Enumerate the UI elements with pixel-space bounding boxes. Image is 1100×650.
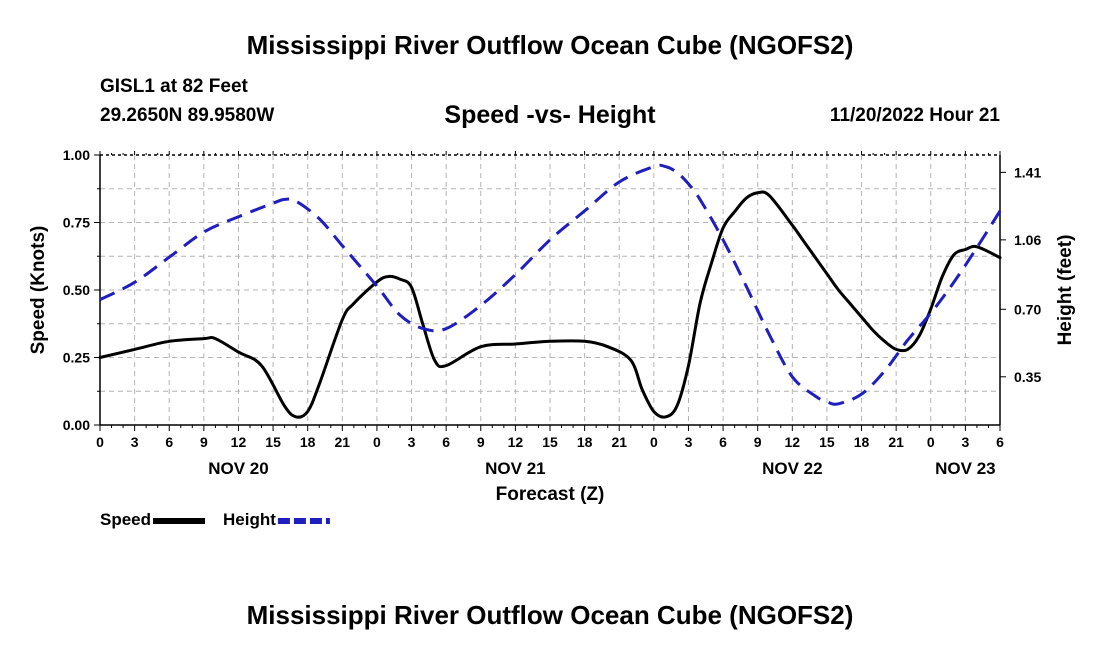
y-tick-label: 0.75 [63, 215, 90, 231]
forecast-datetime: 11/20/2022 Hour 21 [829, 105, 1000, 126]
x-tick-label: 9 [477, 434, 485, 450]
x-tick-label: 6 [165, 434, 173, 450]
y2-tick-label: 0.35 [1014, 369, 1041, 385]
x-tick-label: 6 [996, 434, 1004, 450]
station-coordinates: 29.2650N 89.9580W [100, 105, 275, 126]
y2-tick-label: 0.70 [1014, 301, 1041, 317]
date-label: NOV 20 [208, 459, 268, 478]
y-tick-label: 0.00 [63, 417, 90, 433]
x-tick-label: 0 [96, 434, 104, 450]
x-tick-label: 3 [408, 434, 416, 450]
x-tick-label: 15 [265, 434, 281, 450]
y-tick-label: 0.50 [63, 282, 90, 298]
second-chart-title: Mississippi River Outflow Ocean Cube (NG… [246, 600, 854, 630]
x-tick-label: 0 [373, 434, 381, 450]
y-tick-label: 0.25 [63, 350, 90, 366]
x-tick-label: 12 [231, 434, 247, 450]
x-tick-label: 12 [508, 434, 524, 450]
chart-title: Mississippi River Outflow Ocean Cube (NG… [246, 30, 854, 60]
chart-subtitle: Speed -vs- Height [444, 101, 656, 129]
x-tick-label: 18 [577, 434, 593, 450]
x-tick-label: 6 [442, 434, 450, 450]
x-tick-label: 15 [542, 434, 558, 450]
x-axis-title: Forecast (Z) [496, 484, 605, 505]
date-label: NOV 22 [762, 459, 822, 478]
legend-label-height: Height [223, 510, 276, 529]
x-tick-label: 21 [335, 434, 351, 450]
date-label: NOV 23 [935, 459, 995, 478]
x-tick-label: 21 [888, 434, 904, 450]
x-tick-label: 0 [650, 434, 658, 450]
x-tick-label: 0 [927, 434, 935, 450]
x-tick-label: 9 [754, 434, 762, 450]
station-name: GISL1 at 82 Feet [100, 76, 248, 97]
x-tick-label: 15 [819, 434, 835, 450]
x-tick-label: 12 [785, 434, 801, 450]
y2-tick-label: 1.06 [1014, 232, 1041, 248]
x-tick-label: 9 [200, 434, 208, 450]
y2-tick-label: 1.41 [1014, 164, 1041, 180]
legend-label-speed: Speed [100, 510, 151, 529]
y-axis-title: Speed (Knots) [28, 226, 49, 355]
x-tick-label: 6 [719, 434, 727, 450]
series-line-height [99, 163, 1002, 406]
x-tick-label: 21 [611, 434, 627, 450]
y-tick-label: 1.00 [63, 147, 90, 163]
y2-axis-title: Height (feet) [1055, 235, 1076, 346]
x-tick-label: 18 [854, 434, 870, 450]
date-label: NOV 21 [485, 459, 545, 478]
x-tick-label: 3 [961, 434, 969, 450]
series-line-speed [98, 190, 1002, 419]
x-tick-label: 3 [131, 434, 139, 450]
x-tick-label: 3 [685, 434, 693, 450]
x-tick-label: 18 [300, 434, 316, 450]
